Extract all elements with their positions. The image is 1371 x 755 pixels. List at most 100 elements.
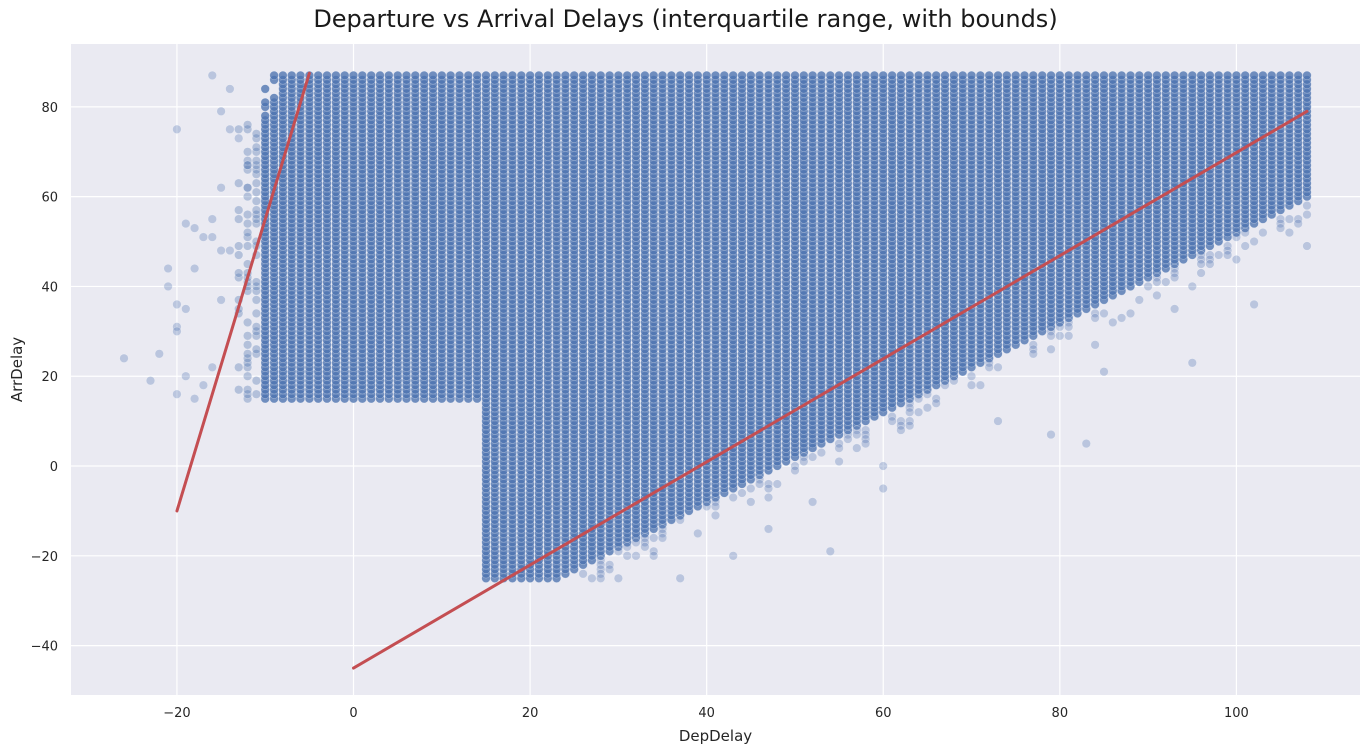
scatter-point [375, 70, 385, 80]
scatter-point [428, 70, 438, 80]
scatter-point [419, 70, 429, 80]
scatter-point [675, 70, 685, 80]
scatter-point [710, 70, 721, 80]
scatter-point [243, 241, 253, 251]
scatter-point [702, 70, 712, 80]
scatter-point [490, 70, 500, 80]
scatter-point [251, 277, 261, 287]
scatter-point [410, 70, 420, 80]
scatter-point [640, 542, 650, 552]
scatter-point [437, 70, 447, 80]
scatter-point [366, 70, 376, 80]
scatter-point [251, 344, 261, 354]
scatter-point [243, 228, 253, 238]
scatter-point [719, 70, 729, 80]
chart-title: Departure vs Arrival Delays (interquarti… [313, 5, 1058, 33]
scatter-point [384, 70, 394, 80]
scatter-point [702, 501, 712, 511]
scatter-point [507, 70, 517, 80]
scatter-point [657, 533, 668, 543]
scatter-point [613, 70, 623, 80]
scatter-point [322, 70, 332, 80]
scatter-point [560, 70, 570, 80]
scatter-point [543, 70, 553, 80]
scatter-point [578, 70, 588, 80]
scatter-point [234, 250, 244, 260]
scatter-point [251, 156, 261, 166]
scatter-point [649, 551, 659, 561]
scatter-point [499, 70, 509, 80]
scatter-point [269, 70, 279, 80]
scatter-point [552, 70, 562, 80]
scatter-point [649, 533, 659, 543]
scatter-point [693, 70, 703, 80]
scatter-point [251, 308, 261, 318]
scatter-point [693, 528, 703, 538]
scatter-point [243, 120, 253, 130]
scatter-point [251, 196, 261, 206]
scatter-point [596, 573, 606, 583]
scatter-point [243, 317, 253, 327]
scatter-point [243, 210, 253, 220]
scatter-point [516, 70, 526, 80]
scatter-point [640, 70, 650, 80]
scatter-point [251, 205, 261, 215]
scatter-point [251, 178, 261, 188]
scatter-point [631, 551, 641, 561]
scatter-point [622, 70, 632, 80]
scatter-point [454, 70, 465, 80]
scatter-point [287, 70, 297, 80]
scatter-point [251, 389, 261, 399]
scatter-point [234, 178, 244, 188]
scatter-point [463, 70, 473, 80]
scatter-point [357, 70, 367, 80]
scatter-point [234, 214, 244, 224]
scatter-point [243, 219, 253, 229]
scatter-point [295, 70, 306, 80]
scatter-point [251, 187, 261, 197]
scatter-point [260, 111, 270, 121]
scatter-point [243, 349, 253, 359]
scatter-point [666, 70, 676, 80]
scatter-point [534, 70, 544, 80]
scatter-point [313, 70, 323, 80]
scatter-point [234, 241, 244, 251]
scatter-point [605, 564, 615, 574]
scatter-point [631, 70, 641, 80]
scatter-point [622, 551, 632, 561]
scatter-point [649, 70, 659, 80]
scatter-point [234, 268, 244, 278]
scatter-point [269, 93, 279, 103]
scatter-point [578, 569, 588, 579]
scatter-point [243, 192, 253, 202]
scatter-point [446, 70, 456, 80]
scatter-point [243, 371, 253, 381]
scatter-point [393, 70, 403, 80]
scatter-point [251, 129, 261, 139]
scatter-point [710, 510, 721, 520]
scatter-point [340, 70, 350, 80]
scatter-point [234, 124, 244, 134]
scatter-point [587, 70, 597, 80]
scatter-point [234, 362, 244, 372]
scatter-point [234, 385, 244, 395]
scatter-point [605, 70, 615, 80]
scatter-point [251, 142, 261, 152]
scatter-point [260, 84, 270, 94]
scatter-point [348, 70, 359, 80]
scatter-point [675, 515, 685, 525]
scatter-point [243, 385, 253, 395]
scatter-point [243, 340, 253, 350]
scatter-point [525, 70, 535, 80]
scatter-point [481, 70, 491, 80]
scatter-point [684, 70, 694, 80]
scatter-point [331, 70, 341, 80]
scatter-point [587, 573, 597, 583]
scatter-point [622, 542, 632, 552]
scatter-point [569, 70, 579, 80]
scatter-point [657, 70, 668, 80]
scatter-point [251, 322, 261, 332]
scatter-point [596, 70, 606, 80]
